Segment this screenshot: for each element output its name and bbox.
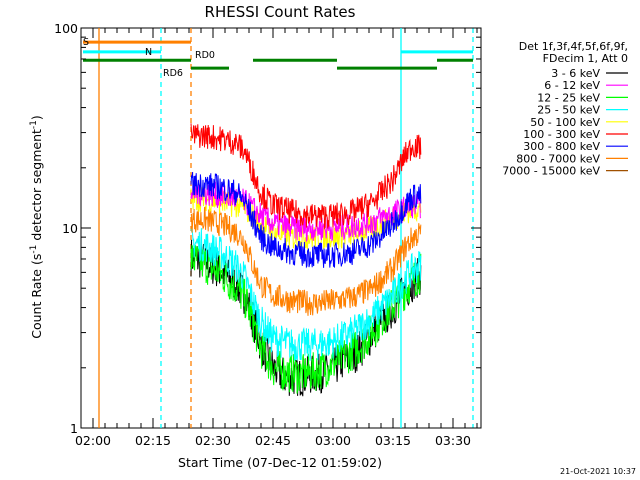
legend-header-1: FDecim 1, Att 0: [543, 52, 628, 65]
series-line-5: [190, 123, 422, 230]
x-tick-label-4: 03:00: [315, 433, 351, 448]
series-lines: [190, 123, 422, 397]
legend-entry-0: 3 - 6 keV: [551, 67, 600, 80]
legend-entry-7: 800 - 7000 keV: [516, 152, 600, 165]
chart-title: RHESSI Count Rates: [205, 3, 356, 21]
legend-header-0: Det 1f,3f,4f,5f,6f,9f,: [519, 40, 628, 53]
state-label-3: RD0: [195, 50, 215, 61]
x-tick-label-6: 03:30: [435, 433, 471, 448]
series-line-6: [190, 171, 422, 269]
state-label-4: RD6: [163, 68, 183, 79]
state-label-0: S: [83, 37, 89, 48]
legend-entry-3: 25 - 50 keV: [537, 104, 600, 117]
state-bars: S N RD0 RD6: [83, 37, 473, 79]
y-axis-ticks: 1 10 100: [54, 21, 481, 436]
legend: Det 1f,3f,4f,5f,6f,9f,FDecim 1, Att 0 3 -…: [502, 40, 628, 178]
legend-entry-1: 6 - 12 keV: [544, 79, 600, 92]
legend-entry-4: 50 - 100 keV: [530, 116, 600, 129]
footer-timestamp: 21-Oct-2021 10:37: [560, 467, 636, 476]
x-tick-label-3: 02:45: [255, 433, 291, 448]
x-tick-label-2: 02:30: [195, 433, 231, 448]
legend-entry-5: 100 - 300 keV: [523, 128, 600, 141]
vertical-markers: [98, 28, 474, 428]
x-axis-ticks: 02:00 02:15 02:30 02:45 03:00 03:15 03:30: [75, 28, 478, 448]
series-line-7: [190, 206, 422, 316]
x-tick-label-5: 03:15: [375, 433, 411, 448]
y-tick-label-1: 10: [62, 221, 78, 236]
legend-entry-2: 12 - 25 keV: [537, 91, 600, 104]
state-label-1: N: [145, 47, 152, 58]
legend-entry-6: 300 - 800 keV: [523, 140, 600, 153]
series-line-2: [190, 243, 422, 394]
y-tick-label-2: 100: [54, 21, 78, 36]
x-axis-title: Start Time (07-Dec-12 01:59:02): [178, 455, 382, 470]
x-tick-label-0: 02:00: [75, 433, 111, 448]
y-axis-title: Count Rate (s-1 detector segment-1): [29, 115, 44, 339]
series-line-3: [190, 227, 422, 361]
legend-entry-8: 7000 - 15000 keV: [502, 165, 600, 178]
x-tick-label-1: 02:15: [135, 433, 171, 448]
y-tick-label-0: 1: [70, 421, 78, 436]
